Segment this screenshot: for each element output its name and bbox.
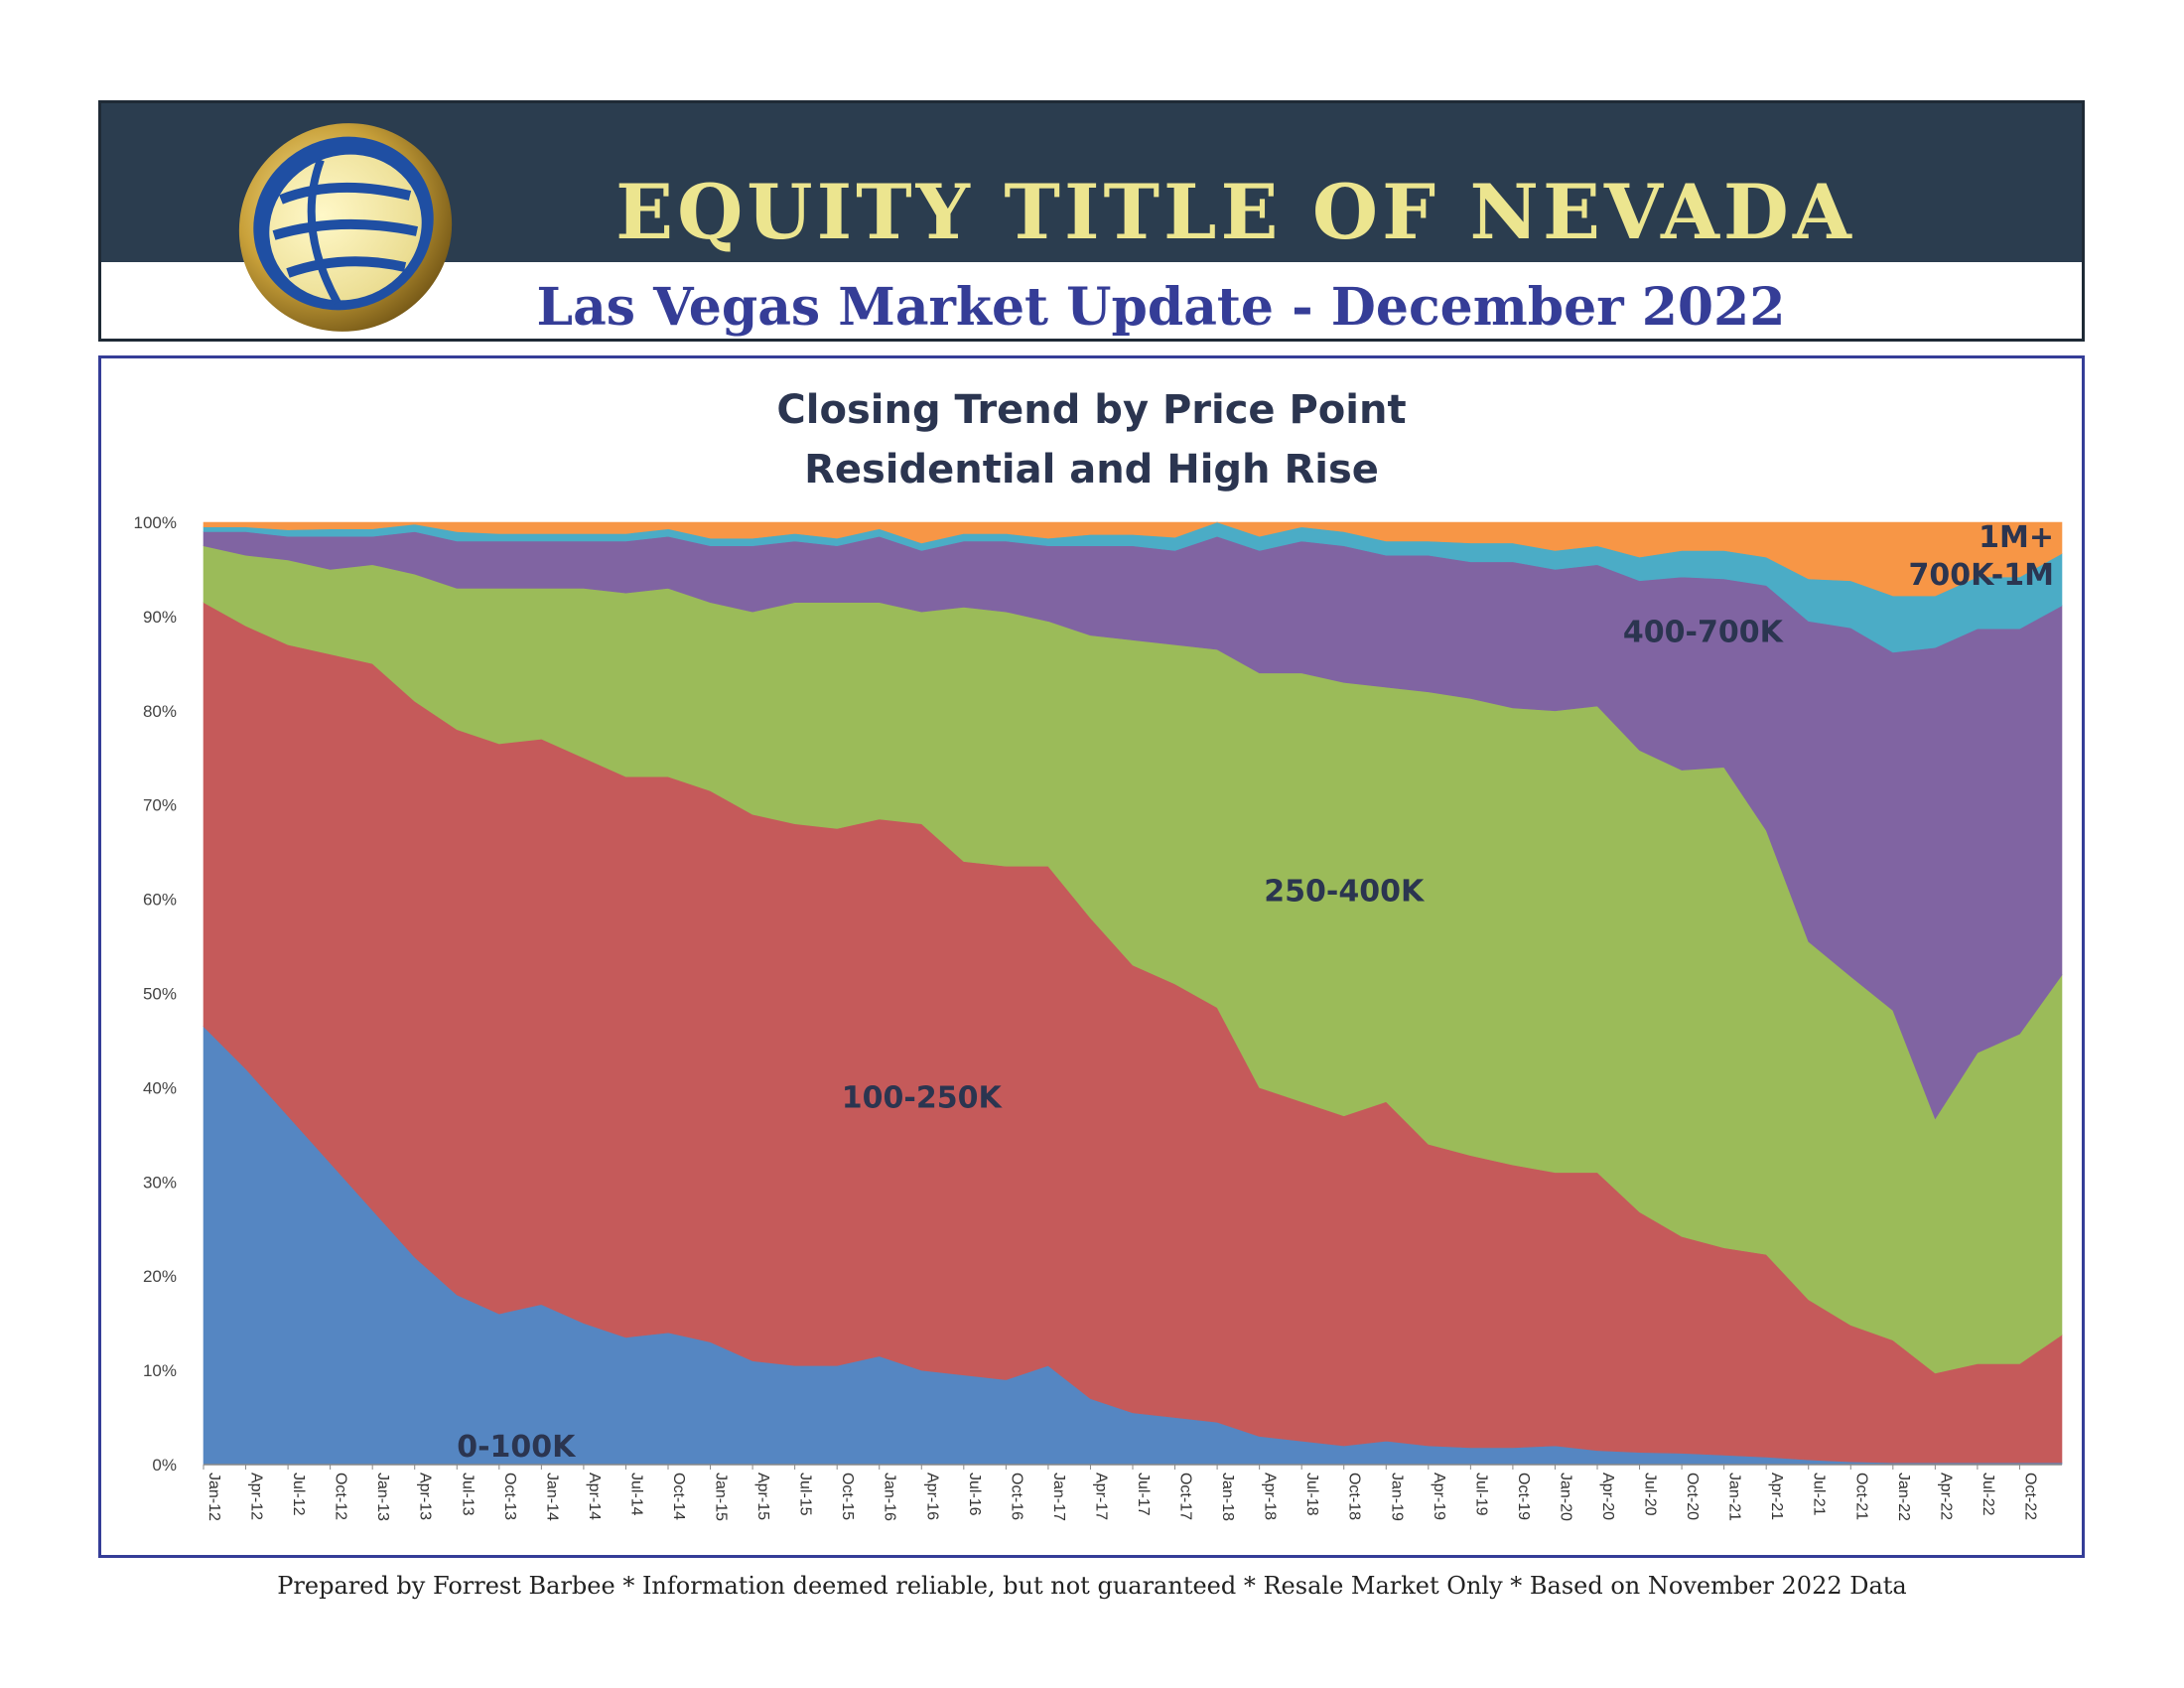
- x-tick-label: Oct-18: [1346, 1473, 1363, 1520]
- y-tick-label: 80%: [143, 702, 177, 721]
- chart-title-block: Closing Trend by Price Point Residential…: [101, 380, 2082, 499]
- x-tick-label: Jul-22: [1979, 1473, 1996, 1516]
- x-tick-label: Oct-13: [501, 1473, 518, 1520]
- x-tick-label: Jan-20: [1557, 1473, 1573, 1521]
- x-tick-label: Apr-20: [1599, 1473, 1616, 1520]
- x-tick-label: Oct-21: [1852, 1473, 1869, 1520]
- chart-title: Closing Trend by Price Point: [776, 387, 1407, 433]
- x-tick-label: Oct-12: [333, 1473, 349, 1520]
- y-tick-label: 60%: [143, 891, 177, 910]
- x-tick-label: Apr-16: [923, 1473, 940, 1520]
- x-tick-label: Jan-22: [1895, 1473, 1912, 1521]
- area-series-1m: [203, 521, 2063, 597]
- x-tick-label: Apr-19: [1431, 1473, 1447, 1520]
- x-tick-label: Jul-21: [1811, 1473, 1828, 1516]
- areas-layer: [203, 521, 2063, 1466]
- x-tick-label: Jul-19: [1472, 1473, 1489, 1516]
- x-tick-label: Jan-16: [882, 1473, 898, 1521]
- x-tick-label: Oct-22: [2021, 1473, 2038, 1520]
- x-tick-label: Apr-15: [754, 1473, 771, 1520]
- x-tick-label: Jan-13: [374, 1473, 391, 1521]
- x-tick-label: Oct-16: [1008, 1473, 1024, 1520]
- x-tick-label: Apr-18: [1262, 1473, 1279, 1520]
- report-title: Las Vegas Market Update - December 2022: [536, 277, 1786, 338]
- x-tick-label: Jan-19: [1388, 1473, 1405, 1521]
- x-tick-label: Oct-20: [1684, 1473, 1701, 1520]
- x-tick-label: Jan-12: [205, 1473, 222, 1521]
- y-tick-label: 30%: [143, 1173, 177, 1192]
- x-tick-label: Jan-15: [713, 1473, 730, 1521]
- x-tick-label: Jul-13: [459, 1473, 476, 1516]
- series-label-100-250k: 100-250K: [842, 1081, 1004, 1116]
- y-tick-label: 40%: [143, 1078, 177, 1097]
- x-tick-label: Oct-19: [1515, 1473, 1532, 1520]
- axis-layer: 0% 10% 20% 30% 40% 50% 60% 70% 80% 90% 100% Jan-12 A…: [134, 513, 2062, 1521]
- x-tick-label: Apr-22: [1937, 1473, 1954, 1520]
- chart-subtitle: Residential and High Rise: [804, 447, 1379, 492]
- x-tick-label: Apr-14: [586, 1473, 603, 1520]
- x-tick-label: Jul-20: [1642, 1473, 1659, 1516]
- series-label-1m: 1M+: [1979, 520, 2054, 555]
- series-label-0-100k: 0-100K: [457, 1430, 577, 1465]
- x-tick-label: Jan-18: [1219, 1473, 1236, 1521]
- x-tick-label: Jul-17: [1135, 1473, 1152, 1516]
- x-tick-label: Apr-13: [417, 1473, 434, 1520]
- x-tick-label: Apr-12: [248, 1473, 265, 1520]
- globe-logo-icon: [238, 123, 453, 332]
- x-tick-label: Jan-14: [543, 1473, 560, 1521]
- x-tick-label: Jan-17: [1050, 1473, 1067, 1521]
- y-tick-label: 0%: [152, 1456, 177, 1475]
- x-tick-label: Oct-14: [670, 1473, 687, 1520]
- company-name: EQUITY TITLE OF NEVADA: [615, 168, 1855, 256]
- x-tick-label: Oct-17: [1177, 1473, 1194, 1520]
- footer-note: Prepared by Forrest Barbee * Information…: [277, 1572, 1907, 1600]
- x-tick-label: Jul-18: [1303, 1473, 1320, 1516]
- x-tick-label: Jul-16: [966, 1473, 983, 1516]
- y-tick-label: 50%: [143, 985, 177, 1004]
- x-tick-label: Apr-17: [1092, 1473, 1109, 1520]
- y-tick-label: 70%: [143, 796, 177, 815]
- series-label-400-700k: 400-700K: [1623, 616, 1785, 650]
- x-tick-label: Jul-12: [290, 1473, 307, 1516]
- x-tick-label: Jan-21: [1726, 1473, 1743, 1521]
- y-tick-label: 90%: [143, 608, 177, 627]
- series-label-250-400k: 250-400K: [1264, 875, 1426, 910]
- y-tick-label: 20%: [143, 1267, 177, 1286]
- x-tick-label: Oct-15: [839, 1473, 856, 1520]
- x-tick-label: Jul-15: [797, 1473, 814, 1516]
- series-label-700k-1m: 700K-1M: [1909, 558, 2054, 593]
- x-tick-label: Apr-21: [1768, 1473, 1785, 1520]
- y-tick-label: 10%: [143, 1361, 177, 1380]
- x-tick-label: Jul-14: [627, 1473, 644, 1516]
- y-tick-label: 100%: [134, 513, 177, 532]
